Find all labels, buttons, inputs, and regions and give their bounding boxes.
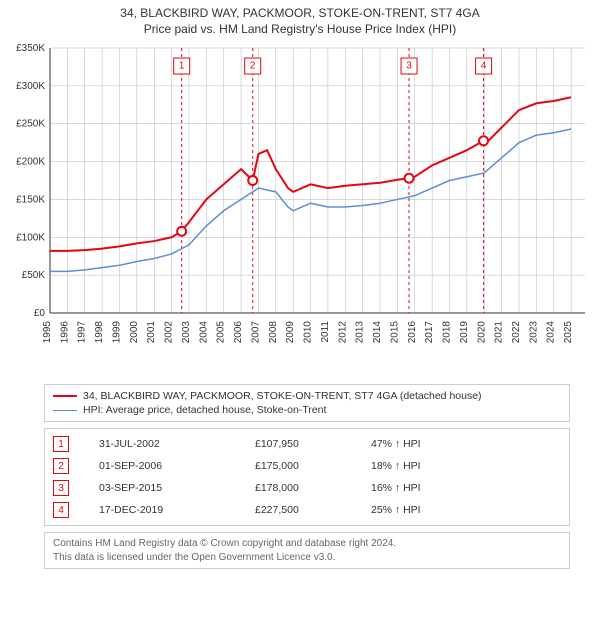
transaction-price: £107,950 [255, 438, 365, 450]
transaction-pct: 25% ↑ HPI [371, 504, 491, 516]
svg-text:2024: 2024 [546, 321, 557, 344]
svg-text:2015: 2015 [389, 321, 400, 344]
svg-text:£250K: £250K [16, 119, 45, 130]
svg-text:2021: 2021 [494, 321, 505, 344]
legend-label: HPI: Average price, detached house, Stok… [83, 404, 326, 416]
transaction-marker: 3 [53, 480, 69, 496]
svg-text:1998: 1998 [94, 321, 105, 344]
title-line1: 34, BLACKBIRD WAY, PACKMOOR, STOKE-ON-TR… [0, 6, 600, 20]
svg-text:1: 1 [179, 61, 185, 72]
transaction-date: 01-SEP-2006 [75, 460, 249, 472]
svg-text:£300K: £300K [16, 81, 45, 92]
transaction-pct: 18% ↑ HPI [371, 460, 491, 472]
svg-text:2012: 2012 [337, 321, 348, 344]
svg-text:2009: 2009 [285, 321, 296, 344]
legend-swatch [53, 410, 77, 411]
svg-text:1996: 1996 [59, 321, 70, 344]
transaction-pct: 16% ↑ HPI [371, 482, 491, 494]
transaction-date: 31-JUL-2002 [75, 438, 249, 450]
svg-text:2014: 2014 [372, 321, 383, 344]
footer-line2: This data is licensed under the Open Gov… [53, 551, 561, 565]
price-chart: £0 £50K £100K £150K £200K £250K £300K £350K 1995… [0, 38, 600, 378]
legend-item: 34, BLACKBIRD WAY, PACKMOOR, STOKE-ON-TR… [53, 389, 561, 403]
svg-text:£150K: £150K [16, 194, 45, 205]
svg-text:2013: 2013 [355, 321, 366, 344]
svg-text:2016: 2016 [407, 321, 418, 344]
svg-text:1999: 1999 [111, 321, 122, 344]
transaction-table: 1 31-JUL-2002 £107,950 47% ↑ HPI 2 01-SEP-200… [44, 428, 570, 526]
transaction-date: 03-SEP-2015 [75, 482, 249, 494]
svg-text:2018: 2018 [442, 321, 453, 344]
transaction-date: 17-DEC-2019 [75, 504, 249, 516]
legend-item: HPI: Average price, detached house, Stok… [53, 403, 561, 417]
svg-text:2017: 2017 [424, 321, 435, 344]
svg-text:2008: 2008 [268, 321, 279, 344]
svg-text:2025: 2025 [563, 321, 574, 344]
svg-text:£50K: £50K [22, 270, 46, 281]
svg-text:2010: 2010 [303, 321, 314, 344]
transaction-price: £178,000 [255, 482, 365, 494]
svg-text:2007: 2007 [250, 321, 261, 344]
svg-text:2019: 2019 [459, 321, 470, 344]
chart-title-block: 34, BLACKBIRD WAY, PACKMOOR, STOKE-ON-TR… [0, 0, 600, 38]
svg-text:£350K: £350K [16, 43, 45, 54]
transaction-pct: 47% ↑ HPI [371, 438, 491, 450]
svg-text:1997: 1997 [77, 321, 88, 344]
svg-text:2023: 2023 [528, 321, 539, 344]
svg-text:£0: £0 [34, 308, 46, 319]
footer-line1: Contains HM Land Registry data © Crown c… [53, 537, 561, 551]
chart-container: £0 £50K £100K £150K £200K £250K £300K £350K 1995… [0, 38, 600, 378]
svg-text:2: 2 [250, 61, 256, 72]
transaction-marker: 2 [53, 458, 69, 474]
svg-text:2005: 2005 [216, 321, 227, 344]
svg-text:2006: 2006 [233, 321, 244, 344]
svg-text:1995: 1995 [42, 321, 53, 344]
transaction-row: 2 01-SEP-2006 £175,000 18% ↑ HPI [53, 455, 561, 477]
transaction-row: 4 17-DEC-2019 £227,500 25% ↑ HPI [53, 499, 561, 521]
svg-text:£200K: £200K [16, 157, 45, 168]
svg-text:2001: 2001 [146, 321, 157, 344]
svg-text:2011: 2011 [320, 321, 331, 343]
svg-text:2022: 2022 [511, 321, 522, 344]
transaction-price: £175,000 [255, 460, 365, 472]
legend: 34, BLACKBIRD WAY, PACKMOOR, STOKE-ON-TR… [44, 384, 570, 422]
transaction-marker: 1 [53, 436, 69, 452]
svg-text:2002: 2002 [164, 321, 175, 344]
svg-text:2003: 2003 [181, 321, 192, 344]
legend-label: 34, BLACKBIRD WAY, PACKMOOR, STOKE-ON-TR… [83, 390, 482, 402]
svg-text:2020: 2020 [476, 321, 487, 344]
svg-text:4: 4 [481, 61, 487, 72]
transaction-price: £227,500 [255, 504, 365, 516]
footer-attribution: Contains HM Land Registry data © Crown c… [44, 532, 570, 569]
transaction-row: 1 31-JUL-2002 £107,950 47% ↑ HPI [53, 433, 561, 455]
legend-swatch [53, 395, 77, 397]
svg-text:2004: 2004 [198, 321, 209, 344]
svg-text:£100K: £100K [16, 232, 45, 243]
transaction-marker: 4 [53, 502, 69, 518]
transaction-row: 3 03-SEP-2015 £178,000 16% ↑ HPI [53, 477, 561, 499]
title-line2: Price paid vs. HM Land Registry's House … [0, 22, 600, 36]
svg-text:2000: 2000 [129, 321, 140, 344]
svg-text:3: 3 [406, 61, 412, 72]
